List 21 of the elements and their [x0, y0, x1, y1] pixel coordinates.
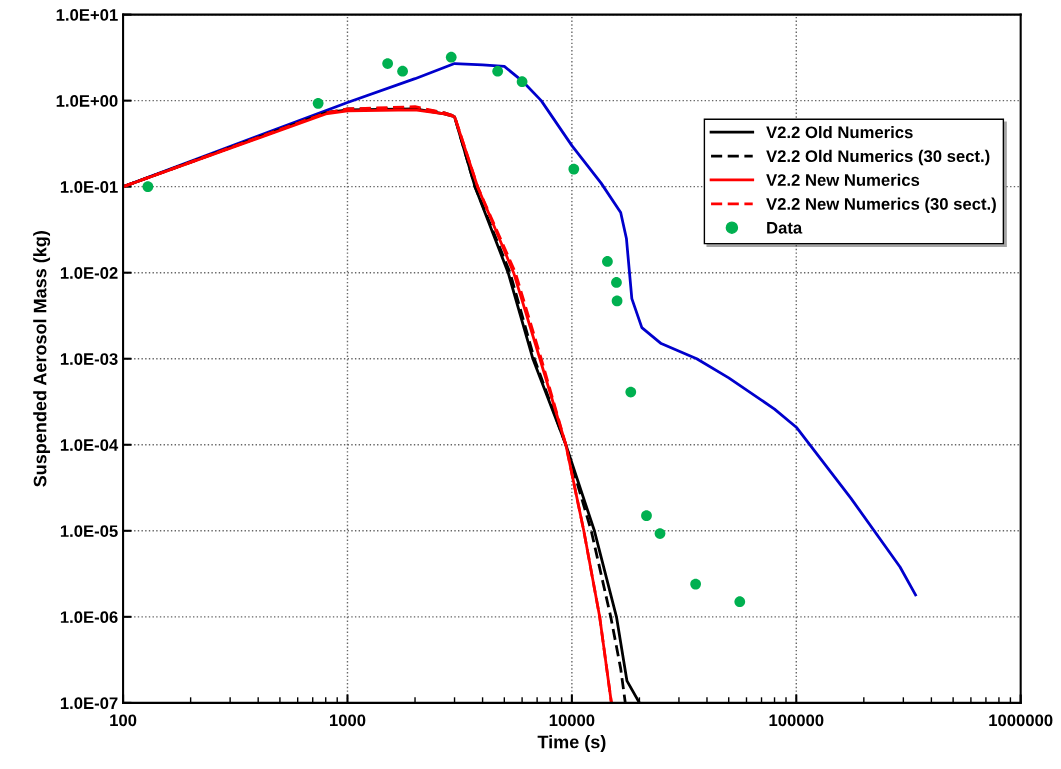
x-tick-label: 10000 [549, 714, 595, 727]
y-tick-label: 1.0E-05 [60, 525, 118, 538]
y-tick-label: 1.0E-06 [60, 611, 118, 624]
legend-label: V2.2 Old Numerics (30 sect.) [766, 149, 990, 166]
x-tick-label: 1000000 [989, 714, 1053, 727]
y-tick-label: 1.0E-02 [60, 267, 118, 279]
y-tick-label: 1.0E-01 [60, 181, 118, 193]
x-tick-label: 100 [110, 714, 137, 727]
x-tick-label: 1000 [329, 714, 366, 727]
legend-label: Data [767, 222, 803, 234]
y-tick-label: 1.0E+00 [56, 95, 118, 107]
y-tick-label: 1.0E-07 [60, 697, 118, 710]
legend-label: V2.2 Old Numerics [766, 125, 913, 139]
y-tick-label: 1.0E-03 [60, 353, 118, 365]
legend-label: V2.2 New Numerics (30 sect.) [766, 197, 996, 214]
y-axis-title: Suspended Aerosol Mass (kg) [33, 231, 51, 487]
legend-label: V2.2 New Numerics [766, 173, 920, 186]
y-tick-label: 1.0E-04 [60, 439, 119, 451]
x-tick-label: 100000 [769, 714, 824, 727]
y-tick-label: 1.0E+01 [56, 9, 118, 21]
x-axis-title: Time (s) [537, 735, 606, 752]
